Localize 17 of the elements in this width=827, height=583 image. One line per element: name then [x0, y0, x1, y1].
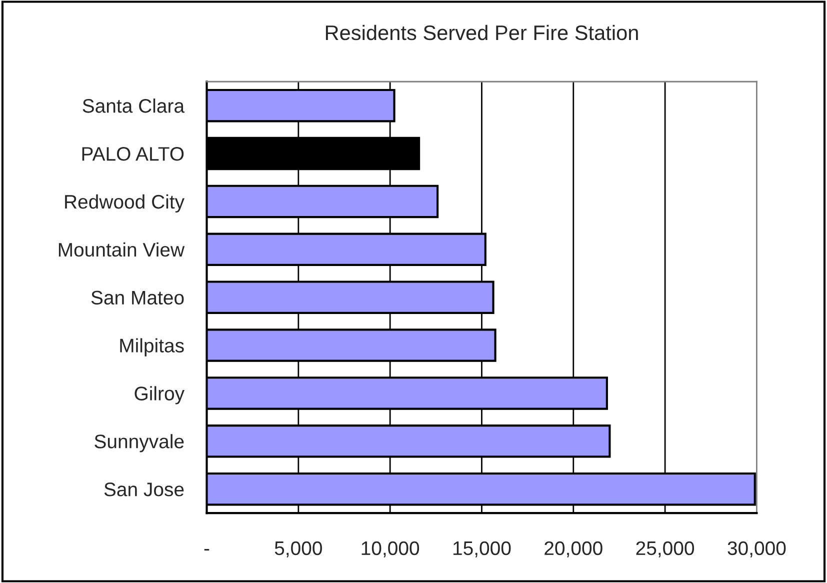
x-tick-label: -	[204, 548, 210, 551]
y-tick-label: Santa Clara	[82, 98, 185, 113]
x-tick-label: 25,000	[636, 541, 694, 558]
y-tick-label: Mountain View	[58, 242, 185, 257]
y-tick-label: Redwood City	[65, 194, 184, 213]
x-tick-label: 15,000	[453, 541, 511, 558]
y-tick-label: Sunnyvale	[94, 434, 184, 452]
y-tick-label: PALO ALTO	[82, 146, 184, 161]
y-tick-label: Milpitas	[120, 338, 184, 356]
chart-title: Residents Served Per Fire Station	[326, 24, 638, 40]
x-tick-label: 30,000	[728, 541, 786, 558]
x-tick-label: 5,000	[274, 541, 322, 558]
y-tick-label: San Mateo	[91, 290, 184, 305]
y-tick-label: Gilroy	[134, 386, 184, 404]
x-tick-label: 20,000	[544, 541, 602, 558]
y-tick-label: San Jose	[104, 482, 184, 496]
x-tick-label: 10,000	[362, 541, 420, 558]
